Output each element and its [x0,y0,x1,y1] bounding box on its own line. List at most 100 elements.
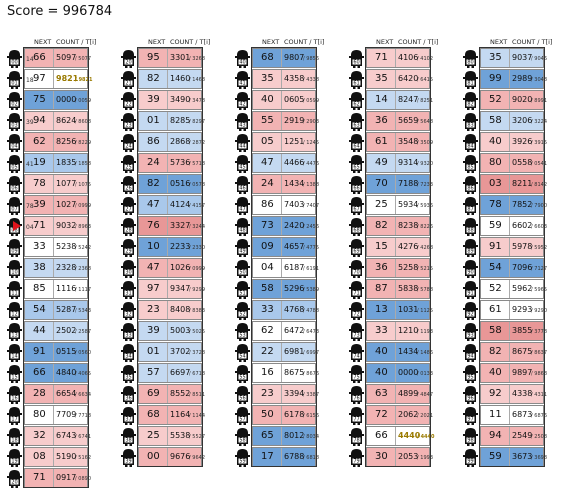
svg-text:51: 51 [239,291,245,297]
next-value: 86 [261,199,274,210]
count-cell: 36 5659/ 5648 [366,111,433,131]
row-57: 57 50 6178/ 6156 [234,405,319,426]
ghost-icon: 59 [234,448,251,467]
count-cell: 57 6697/ 6718 [138,363,205,383]
count-value: 1251 [284,137,305,146]
next-value: 47 [261,157,274,168]
next-header: NEXT [148,38,166,46]
target-value: / 5788 [417,287,433,293]
count-value: 6654 [56,389,77,398]
row-61: 61 35 6420/ 6415 [348,69,433,90]
count-cell: 30 2053/ 1993 [366,447,433,467]
next-value: 08 [33,451,46,462]
svg-text:73: 73 [353,333,359,339]
row-55: 55 16 8675/ 8676 [234,363,319,384]
row-85: 85 80 0558/ 0541 [462,153,547,174]
ghost-icon: 03 [6,112,23,131]
count-value: 3327 [170,221,191,230]
ghost-icon: 28 [120,217,137,236]
count-value: 8675 [512,347,533,356]
count-cell: 66 4840/ 4065 [24,363,91,383]
row-18: 18 32 6743/ 6741 [6,426,91,447]
svg-text:69: 69 [353,249,359,255]
next-value: 94 [489,430,502,441]
row-39: 39 00 9676/ 9642 [120,447,205,468]
count-value: 6178 [284,410,305,419]
row-25: 25 24 5736/ 5718 [120,153,205,174]
target-value: / 3478 [189,98,205,104]
count-cell: 47 4466/ 4476 [252,153,319,173]
target-value: / 1388 [303,182,319,188]
count-cell: 35 9037/ 9046 [480,48,547,68]
ghost-icon: 79 [348,448,365,467]
ghost-icon: 52 [234,301,251,320]
next-value: 35 [375,73,388,84]
count-cell: 91 5978/ 5952 [480,237,547,257]
target-value: / 3048 [531,77,547,83]
next-value: 82 [375,220,388,231]
next-value: 66 [33,52,46,63]
target-value: / 0541 [531,161,547,167]
svg-text:15: 15 [11,375,17,381]
row-64: 64 61 3548/ 3509 [348,132,433,153]
target-value: / 8991 [531,98,547,104]
next-value: 10 [147,241,160,252]
target-value: / 4268 [417,245,433,251]
count-value: 5978 [512,242,533,251]
count-value: 3855 [512,326,533,335]
count-value: 8247 [398,95,419,104]
next-value: 59 [489,451,502,462]
ghost-icon: 30 [120,259,137,278]
next-value: 70 [375,178,388,189]
svg-text:86: 86 [467,186,473,192]
target-value: / 2903 [303,119,319,125]
svg-text:49: 49 [239,249,245,255]
count-cell: 10 2233/ 2330 [138,237,205,257]
next-value: 16 [261,367,274,378]
count-value: 2549 [512,431,533,440]
count-cell: 33 4768/ 4788 [252,300,319,320]
ghost-icon: 16 [6,385,23,404]
ghost-icon: 11 [6,280,23,299]
next-value: 68 [147,409,160,420]
next-value: 39 [147,94,160,105]
count-value: 5003 [170,326,191,335]
ghost-icon: 65 [348,154,365,173]
next-value: 72 [375,409,388,420]
count-value: 6873 [512,410,533,419]
ghost-icon: 21 [120,70,137,89]
count-value: 2233 [170,242,191,251]
count-value: 4276 [398,242,419,251]
count-cell: 68 1164/ 1144 [138,405,205,425]
prev-value: 39 [26,119,34,126]
count-value: 8211 [512,179,533,188]
ghost-icon: 56 [234,385,251,404]
target-value: / 6718 [189,371,205,377]
count-value: 4106 [398,53,419,62]
row-97: 97 11 6873/ 6876 [462,405,547,426]
next-value: 61 [375,136,388,147]
svg-text:13: 13 [11,333,17,339]
row-74: 74 40 1434/ 1486 [348,342,433,363]
ghost-icon: 38 [120,427,137,446]
count-value: 9807 [284,53,305,62]
ghost-icon: 10 [6,259,23,278]
target-value: / 9299 [189,287,205,293]
target-value: / 6191 [303,266,319,272]
count-value: 8552 [170,389,191,398]
row-46: 46 24 1434/ 1388 [234,174,319,195]
row-71: 71 87 5838/ 5788 [348,279,433,300]
row-66: 66 70 7188/ 7233 [348,174,433,195]
svg-text:64: 64 [353,144,359,150]
column-header: NEXT COUNT / T[i] [120,36,210,48]
row-93: 93 58 3855/ 3778 [462,321,547,342]
next-value: 49 [375,157,388,168]
count-header: COUNT / T[i] [56,38,97,46]
target-value: / 6876 [531,413,547,419]
target-value: / 3915 [531,140,547,146]
ghost-icon: 75 [348,364,365,383]
count-cell: 86 2868/ 2872 [138,132,205,152]
count-value: 1026 [170,263,191,272]
next-value: 22 [261,346,274,357]
count-value: 1434 [398,347,419,356]
